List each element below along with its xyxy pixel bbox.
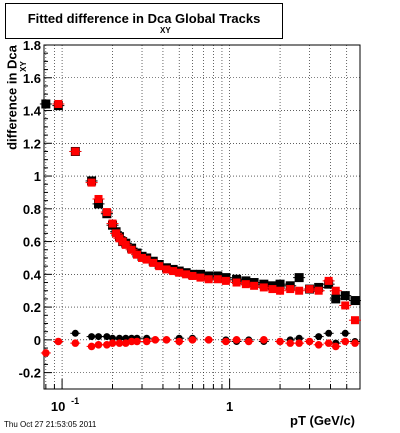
chart-title: Fitted difference in Dca Global Tracks: [27, 11, 261, 26]
data-point-red-circle: [286, 339, 295, 347]
data-point-black-square: [294, 273, 304, 283]
data-point-red-square: [204, 275, 213, 284]
data-point-red-square: [71, 147, 80, 156]
data-point-red-circle: [188, 336, 197, 344]
data-point-red-square: [286, 285, 295, 294]
data-point-black-square: [350, 296, 360, 306]
data-point-red-square: [221, 276, 230, 285]
x-axis-label: pT (GeV/c): [290, 413, 356, 428]
data-point-red-square: [259, 283, 268, 292]
y-tick-label: 0.4: [23, 267, 42, 282]
data-point-black-circle: [95, 333, 103, 341]
data-point-red-square: [138, 253, 147, 262]
data-point-red-square: [331, 286, 340, 295]
y-tick-label: 1: [34, 169, 41, 184]
data-point-black-circle: [341, 329, 349, 337]
timestamp: Thu Oct 27 21:53:05 2011: [4, 420, 97, 429]
data-point-red-square: [102, 208, 111, 217]
data-point-red-circle: [71, 339, 80, 347]
data-point-red-square: [149, 258, 158, 267]
data-point-red-square: [268, 285, 277, 294]
data-point-red-square: [341, 301, 350, 310]
data-point-red-square: [250, 281, 259, 290]
y-tick-label: 0: [34, 333, 41, 348]
data-point-black-circle: [71, 329, 79, 337]
y-tick-label: 1.8: [23, 38, 41, 53]
data-point-red-square: [324, 276, 333, 285]
y-tick-label: 0.6: [23, 235, 41, 250]
data-point-red-square: [232, 278, 241, 287]
data-point-red-circle: [175, 337, 183, 346]
data-point-red-square: [155, 262, 164, 271]
data-point-red-square: [94, 194, 103, 203]
data-point-red-circle: [260, 336, 268, 344]
data-point-red-circle: [244, 337, 253, 346]
data-point-red-circle: [42, 349, 50, 357]
data-point-red-square: [188, 271, 197, 280]
data-point-black-square: [41, 99, 51, 109]
data-point-red-circle: [162, 336, 171, 344]
data-point-red-circle: [94, 340, 103, 349]
data-point-red-square: [87, 178, 96, 187]
data-point-red-circle: [341, 337, 350, 346]
data-point-red-square: [305, 285, 314, 294]
data-point-red-square: [142, 255, 151, 264]
chart-title-subscript: XY: [160, 26, 171, 35]
y-tick-label: 0.2: [23, 300, 41, 315]
data-point-red-square: [350, 316, 359, 325]
data-point-black-circle: [325, 329, 333, 337]
data-point-red-square: [241, 280, 250, 289]
data-point-red-square: [121, 240, 130, 249]
y-tick-label: 0.8: [23, 202, 41, 217]
data-point-red-circle: [127, 337, 136, 346]
data-point-black-circle: [88, 333, 96, 341]
data-point-red-square: [108, 219, 117, 228]
data-point-red-circle: [108, 339, 117, 347]
data-point-red-square: [169, 267, 178, 276]
chart-title-box: Fitted difference in Dca Global Tracks X…: [5, 3, 283, 39]
data-point-red-square: [127, 245, 136, 254]
data-point-red-circle: [276, 337, 284, 346]
y-tick-label: 1.6: [23, 71, 41, 86]
data-point-red-square: [213, 275, 222, 284]
data-point-red-circle: [115, 339, 124, 347]
data-point-red-square: [182, 270, 191, 279]
y-tick-label: 1.4: [23, 104, 42, 119]
data-point-black-square: [275, 279, 285, 289]
x-tick-label-exponent: -1: [71, 396, 79, 406]
data-point-red-square: [295, 286, 304, 295]
x-tick-label: 1: [226, 399, 233, 414]
data-point-red-circle: [305, 337, 314, 346]
data-point-red-circle: [54, 337, 63, 346]
data-point-red-circle: [324, 339, 333, 347]
data-point-red-square: [54, 99, 63, 108]
data-point-red-square: [112, 229, 121, 238]
data-point-red-circle: [331, 342, 340, 351]
y-tick-label: 1.2: [23, 136, 41, 151]
x-tick-label: 10: [51, 399, 65, 414]
plot-frame: [43, 44, 361, 390]
data-point-red-circle: [204, 336, 213, 344]
data-point-red-square: [314, 286, 323, 295]
data-point-red-square: [276, 286, 285, 295]
data-point-red-circle: [151, 336, 160, 344]
data-point-black-square: [331, 294, 341, 304]
data-point-red-circle: [314, 340, 323, 349]
data-point-black-square: [94, 199, 104, 209]
data-point-black-circle: [315, 333, 323, 341]
y-tick-label: -0.2: [19, 366, 41, 381]
data-point-red-circle: [232, 336, 241, 344]
data-point-red-square: [175, 268, 184, 277]
data-point-red-circle: [351, 339, 359, 347]
data-point-red-circle: [222, 337, 230, 346]
data-point-red-square: [132, 250, 141, 259]
data-point-black-square: [340, 291, 350, 301]
data-point-red-square: [162, 265, 171, 274]
data-point-red-square: [196, 273, 205, 282]
data-point-red-circle: [295, 339, 303, 347]
data-point-red-circle: [133, 337, 141, 346]
data-point-red-circle: [142, 337, 151, 346]
data-point-red-circle: [87, 342, 96, 351]
